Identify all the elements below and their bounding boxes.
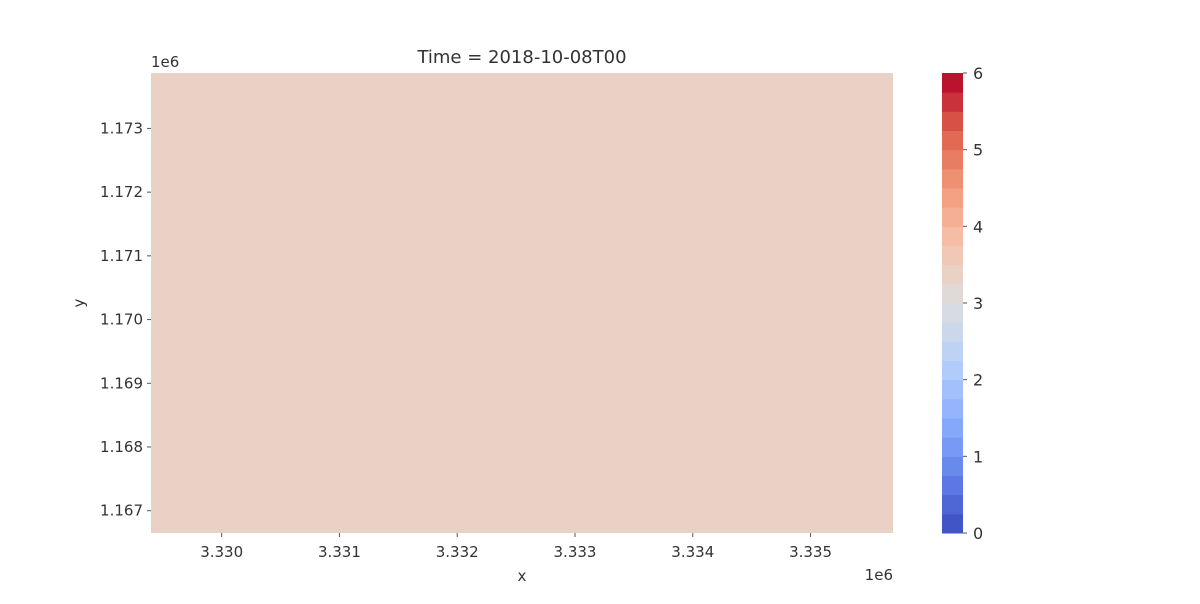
colorbar-tick-label: 6: [973, 64, 983, 83]
colorbar-segment: [942, 149, 963, 170]
x-axis: 3.330 3.331 3.332 3.333 3.334 3.335: [200, 533, 832, 561]
colorbar-tick-label: 4: [973, 217, 983, 236]
y-axis-label: y: [70, 298, 88, 307]
colorbar-segment: [942, 207, 963, 227]
colorbar-segment: [942, 475, 963, 496]
x-tick-label: 3.335: [789, 543, 832, 561]
colorbar-segment: [942, 168, 963, 189]
colorbar-tick-label: 1: [973, 447, 983, 466]
colorbar-segment: [942, 92, 963, 112]
x-tick-label: 3.331: [318, 543, 361, 561]
y-tick-label: 1.169: [100, 374, 143, 392]
colorbar-segment: [942, 188, 963, 208]
x-tick-label: 3.333: [554, 543, 597, 561]
x-axis-label: x: [518, 567, 527, 585]
y-tick-label: 1.172: [100, 183, 143, 201]
colorbar-segment: [942, 379, 963, 400]
colorbar-segment: [942, 322, 963, 342]
colorbar-segment: [942, 264, 963, 285]
colorbar-segment: [942, 360, 963, 381]
heatmap-cell: [151, 73, 893, 533]
y-axis: 1.167 1.168 1.169 1.170 1.171 1.172 1.173: [100, 119, 151, 520]
colorbar-segment: [942, 341, 963, 361]
chart-title: Time = 2018-10-08T00: [416, 47, 626, 68]
x-tick-label: 3.330: [200, 543, 243, 561]
colorbar-tick-label: 2: [973, 371, 983, 390]
colorbar-segment: [942, 418, 963, 438]
colorbar-segment: [942, 111, 963, 131]
x-offset-label: 1e6: [865, 566, 893, 584]
colorbar: 0 1 2 3 4 5 6: [942, 64, 983, 543]
colorbar-segment: [942, 398, 963, 419]
colorbar-segment: [942, 437, 963, 457]
colorbar-segment: [942, 226, 963, 246]
plot-area: [151, 73, 893, 533]
colorbar-segment: [942, 130, 963, 151]
y-tick-label: 1.173: [100, 119, 143, 137]
y-offset-label: 1e6: [151, 53, 179, 71]
colorbar-tick-label: 5: [973, 141, 983, 160]
colorbar-segment: [942, 456, 963, 476]
colorbar-tick-label: 3: [973, 294, 983, 313]
x-tick-label: 3.332: [436, 543, 479, 561]
y-tick-label: 1.171: [100, 247, 143, 265]
colorbar-segment: [942, 513, 963, 534]
x-tick-label: 3.334: [671, 543, 714, 561]
colorbar-tick-label: 0: [973, 524, 983, 543]
y-tick-label: 1.168: [100, 438, 143, 456]
colorbar-segment: [942, 303, 963, 323]
y-tick-label: 1.170: [100, 311, 143, 329]
colorbar-segment: [942, 283, 963, 304]
colorbar-segment: [942, 245, 963, 266]
y-tick-label: 1.167: [100, 502, 143, 520]
colorbar-segment: [942, 494, 963, 515]
colorbar-segment: [942, 73, 963, 93]
